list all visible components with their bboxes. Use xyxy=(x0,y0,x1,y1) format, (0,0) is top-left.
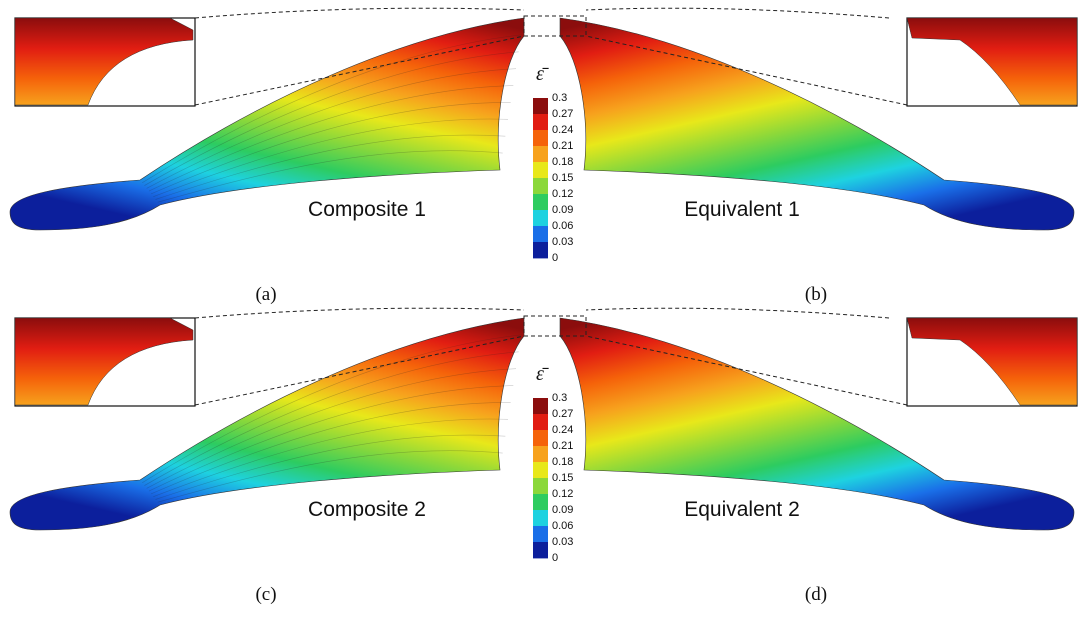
colorbar-band xyxy=(533,494,548,511)
colorbar-tick: 0.15 xyxy=(552,472,573,484)
colorbar-tick: 0.27 xyxy=(552,408,573,420)
colorbar-band xyxy=(533,226,548,243)
colorbar-tick: 0.09 xyxy=(552,204,573,216)
colorbar-tick: 0.18 xyxy=(552,456,573,468)
colorbar-band xyxy=(533,398,548,415)
guide xyxy=(585,307,890,319)
panel-label: (b) xyxy=(805,284,827,305)
colorbar-tick: 0.24 xyxy=(552,424,573,436)
colorbar-band xyxy=(533,446,548,463)
panel-caption: Composite 1 xyxy=(308,198,426,221)
guide xyxy=(194,335,525,406)
colorbar-band xyxy=(533,98,548,115)
colorbar-tick: 0.15 xyxy=(552,172,573,184)
mesh-line xyxy=(155,434,506,500)
detail-box xyxy=(523,15,587,37)
mesh-line xyxy=(150,402,511,495)
colorbar-band xyxy=(533,430,548,447)
colorbar-tick: 0.12 xyxy=(552,188,573,200)
mesh-line xyxy=(142,334,522,484)
colorbar-tick: 0.21 xyxy=(552,140,573,152)
colorbar-band xyxy=(533,162,548,179)
guide xyxy=(585,35,908,106)
colorbar-tick: 0.18 xyxy=(552,156,573,168)
dome-right xyxy=(559,317,1075,531)
mesh-line xyxy=(148,85,514,192)
colorbar-band xyxy=(533,478,548,495)
guide xyxy=(585,335,908,406)
panel-caption: Composite 2 xyxy=(308,498,426,521)
inset-detail xyxy=(14,17,194,106)
panel-label: (c) xyxy=(255,584,276,605)
panel-caption: Equivalent 2 xyxy=(684,498,800,521)
colorbar-band xyxy=(533,462,548,479)
guide xyxy=(194,307,525,319)
mesh-line xyxy=(157,450,503,503)
mesh-line xyxy=(144,351,519,486)
colorbar-tick: 0.06 xyxy=(552,220,573,232)
colorbar-tick: 0.06 xyxy=(552,520,573,532)
guide xyxy=(585,7,890,19)
colorbar-band xyxy=(533,178,548,195)
panel-caption: Equivalent 1 xyxy=(684,198,800,221)
dome-left xyxy=(9,17,525,231)
inset-detail xyxy=(906,317,1078,406)
colorbar-tick: 0.24 xyxy=(552,124,573,136)
colorbar-symbol: ε̄ xyxy=(536,63,549,85)
colorbar-tick: 0.3 xyxy=(552,92,567,104)
colorbar-symbol: ε̄ xyxy=(536,363,549,385)
colorbar-tick: 0.09 xyxy=(552,504,573,516)
mesh-line xyxy=(148,385,514,492)
mesh-line xyxy=(153,118,509,197)
detail-box xyxy=(523,315,587,337)
colorbar-tick: 0.03 xyxy=(552,236,573,248)
colorbar-tick: 0.12 xyxy=(552,488,573,500)
mesh-line xyxy=(153,418,509,497)
colorbar-tick: 0 xyxy=(552,252,558,264)
row: ε̄0.3 0.27 0.24 0.21 0.18 0.15 0.12 0.09 0.06 0.0… xyxy=(9,307,1078,605)
colorbar-band xyxy=(533,146,548,163)
colorbar-tick: 0.03 xyxy=(552,536,573,548)
colorbar-band xyxy=(533,114,548,131)
colorbar-tick: 0.3 xyxy=(552,392,567,404)
row: ε̄0.3 0.27 0.24 0.21 0.18 0.15 0.12 0.09 0.06 0.0… xyxy=(9,7,1078,305)
mesh-line xyxy=(157,150,503,203)
mesh-line xyxy=(146,68,517,189)
panel-label: (d) xyxy=(805,584,827,605)
colorbar-tick: 0.21 xyxy=(552,440,573,452)
dome-left xyxy=(9,317,525,531)
mesh-line xyxy=(150,102,511,195)
mesh-line xyxy=(142,34,522,184)
colorbar-band xyxy=(533,542,548,559)
inset-detail xyxy=(14,317,194,406)
mesh-line xyxy=(155,134,506,200)
colorbar-band xyxy=(533,194,548,211)
colorbar-band xyxy=(533,210,548,227)
colorbar-band xyxy=(533,130,548,147)
colorbar-band xyxy=(533,414,548,431)
guide xyxy=(194,35,525,106)
panel-label: (a) xyxy=(255,284,276,305)
colorbar-band xyxy=(533,526,548,543)
dome-right xyxy=(559,17,1075,231)
mesh-line xyxy=(144,51,519,186)
inset-detail xyxy=(906,17,1078,106)
colorbar-tick: 0 xyxy=(552,552,558,564)
colorbar-band xyxy=(533,510,548,527)
guide xyxy=(194,7,525,19)
mesh-line xyxy=(146,368,517,489)
colorbar-tick: 0.27 xyxy=(552,108,573,120)
colorbar-band xyxy=(533,242,548,259)
